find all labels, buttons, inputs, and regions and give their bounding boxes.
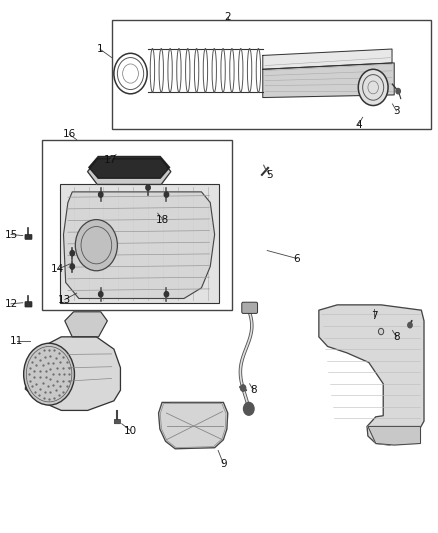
Circle shape — [240, 385, 246, 391]
Text: 12: 12 — [4, 299, 18, 309]
Text: 9: 9 — [220, 459, 227, 469]
Circle shape — [70, 264, 74, 269]
Circle shape — [24, 343, 74, 405]
Text: 5: 5 — [266, 170, 273, 180]
Circle shape — [244, 402, 254, 415]
Text: 6: 6 — [293, 254, 300, 263]
Bar — [42, 140, 232, 310]
Polygon shape — [159, 402, 228, 449]
Polygon shape — [64, 192, 215, 298]
Text: 17: 17 — [104, 155, 117, 165]
Text: 15: 15 — [4, 230, 18, 239]
Text: 14: 14 — [51, 264, 64, 274]
Polygon shape — [368, 426, 420, 445]
Circle shape — [99, 292, 103, 297]
Text: 11: 11 — [10, 336, 23, 346]
Polygon shape — [263, 63, 394, 98]
Circle shape — [408, 322, 412, 328]
Text: 13: 13 — [58, 295, 71, 304]
Circle shape — [75, 220, 117, 271]
Polygon shape — [25, 337, 120, 410]
Circle shape — [378, 328, 384, 335]
Circle shape — [146, 185, 150, 190]
Text: 18: 18 — [156, 215, 170, 224]
Circle shape — [358, 69, 388, 106]
Circle shape — [99, 192, 103, 197]
Polygon shape — [263, 49, 392, 69]
Polygon shape — [89, 157, 170, 178]
Text: 7: 7 — [371, 311, 378, 320]
FancyBboxPatch shape — [242, 302, 258, 313]
Text: 3: 3 — [393, 106, 400, 116]
Bar — [112, 20, 431, 129]
Polygon shape — [65, 312, 107, 337]
FancyBboxPatch shape — [25, 302, 32, 307]
Polygon shape — [319, 305, 424, 445]
Text: 10: 10 — [124, 426, 137, 435]
Circle shape — [396, 88, 400, 94]
Polygon shape — [88, 159, 171, 184]
FancyBboxPatch shape — [25, 235, 32, 239]
Text: 8: 8 — [393, 332, 400, 342]
Text: 4: 4 — [355, 120, 362, 130]
FancyBboxPatch shape — [114, 419, 120, 424]
Text: 8: 8 — [250, 385, 257, 395]
Text: 16: 16 — [63, 130, 76, 139]
Text: 1: 1 — [96, 44, 103, 54]
Circle shape — [164, 292, 169, 297]
Circle shape — [70, 251, 74, 256]
FancyBboxPatch shape — [60, 184, 219, 303]
Text: 2: 2 — [224, 12, 231, 22]
Circle shape — [164, 192, 169, 197]
